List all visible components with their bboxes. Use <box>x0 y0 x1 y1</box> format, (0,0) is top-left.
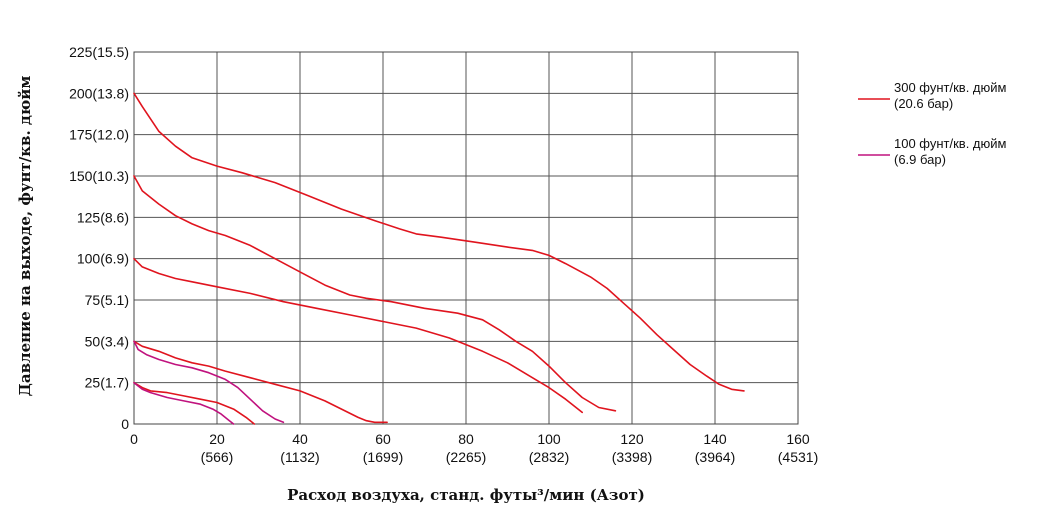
series-line-300-psi <box>133 92 745 392</box>
x-tick-label: 0 <box>130 431 138 447</box>
series-line-100-psi <box>133 340 285 424</box>
x-tick-label: 100 <box>537 431 561 447</box>
y-axis: 0 25(1.7) 50(3.4) 75(5.1) 100(6.9) 125(8.6) 15… <box>69 44 129 432</box>
y-tick-label: 125(8.6) <box>77 209 129 225</box>
x-tick-label: 40 <box>292 431 308 447</box>
y-axis-title: Давление на выходе, фунт/кв. дюйм <box>16 76 34 397</box>
x-tick-label: 80 <box>458 431 474 447</box>
y-tick-label: 200(13.8) <box>69 85 129 101</box>
x-tick-label: 20 <box>209 431 225 447</box>
legend: 300 фунт/кв. дюйм(20.6 бар) 100 фунт/кв. … <box>858 80 1007 167</box>
x-tick-sublabel: (2265) <box>446 449 486 465</box>
series-line-300-psi <box>133 340 388 424</box>
x-tick-sublabel: (1699) <box>363 449 403 465</box>
plot-frame <box>133 51 799 425</box>
x-tick-label: 120 <box>620 431 644 447</box>
x-axis: 0 20 (566) 40 (1132) 60 (1699) 80 (2265) 100 (2832… <box>130 431 818 465</box>
y-tick-label: 225(15.5) <box>69 44 129 60</box>
series-layer <box>133 92 745 425</box>
x-tick-sublabel: (3964) <box>695 449 735 465</box>
grid <box>134 52 798 424</box>
legend-label: 100 фунт/кв. дюйм <box>894 136 1007 151</box>
x-tick-sublabel: (4531) <box>778 449 818 465</box>
x-tick-label: 160 <box>786 431 810 447</box>
x-axis-title: Расход воздуха, станд. футы³/мин (Азот) <box>287 486 645 504</box>
series-line-300-psi <box>133 381 256 425</box>
x-tick-sublabel: (1132) <box>280 449 319 465</box>
x-tick-sublabel: (3398) <box>612 449 652 465</box>
x-tick-label: 140 <box>703 431 727 447</box>
y-tick-label: 25(1.7) <box>85 375 129 391</box>
y-tick-label: 100(6.9) <box>77 251 129 267</box>
legend-label: 300 фунт/кв. дюйм <box>894 80 1007 95</box>
x-tick-sublabel: (566) <box>201 449 234 465</box>
y-tick-label: 50(3.4) <box>85 333 129 349</box>
legend-sublabel: (6.9 бар) <box>894 152 946 167</box>
y-tick-label: 175(12.0) <box>69 127 129 143</box>
series-line-300-psi <box>133 257 583 414</box>
y-tick-label: 0 <box>121 416 129 432</box>
legend-sublabel: (20.6 бар) <box>894 96 953 111</box>
series-line-100-psi <box>133 381 235 425</box>
x-tick-sublabel: (2832) <box>529 449 569 465</box>
series-line-300-psi <box>133 175 617 412</box>
x-tick-label: 60 <box>375 431 391 447</box>
y-tick-label: 150(10.3) <box>69 168 129 184</box>
y-tick-label: 75(5.1) <box>85 292 129 308</box>
